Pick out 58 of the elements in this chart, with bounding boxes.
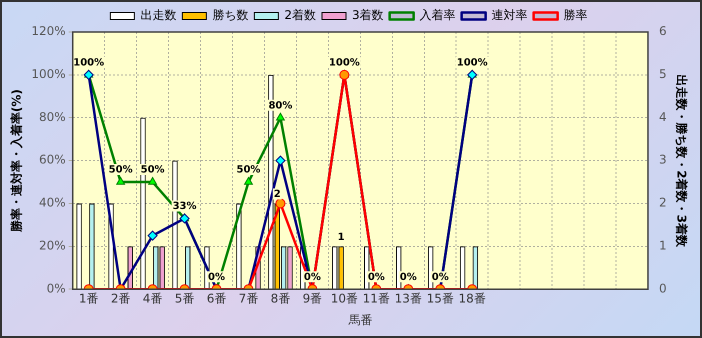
point bbox=[276, 112, 285, 120]
data-label: 100% bbox=[73, 57, 104, 68]
y2-tick-label: 3 bbox=[658, 152, 667, 167]
point bbox=[275, 198, 286, 208]
data-label: 0% bbox=[432, 272, 449, 283]
y-tick-label: 100% bbox=[31, 66, 66, 81]
y-tick-label: 120% bbox=[31, 24, 66, 38]
point bbox=[116, 177, 126, 185]
x-tick-label: 1番 bbox=[78, 292, 99, 306]
data-label: 0% bbox=[400, 272, 417, 283]
data-label: 2 bbox=[274, 189, 281, 200]
data-label: 0% bbox=[304, 272, 321, 283]
legend-label: 連対率 bbox=[492, 8, 528, 22]
x-axis-title: 馬番 bbox=[347, 312, 372, 327]
y2-axis-title: 出走数・勝ち数・2着数・3着数 bbox=[674, 74, 689, 248]
x-tick-label: 9番 bbox=[302, 292, 322, 306]
data-label: 100% bbox=[456, 57, 488, 68]
x-tick-label: 10番 bbox=[330, 292, 358, 306]
y2-tick-label: 4 bbox=[658, 110, 667, 124]
legend-label: 勝ち数 bbox=[212, 8, 248, 22]
x-tick-label: 7番 bbox=[238, 292, 258, 306]
y-tick-label: 20% bbox=[39, 238, 66, 252]
x-tick-label: 2番 bbox=[110, 292, 130, 306]
x-tick-label: 6番 bbox=[206, 292, 226, 306]
point bbox=[244, 177, 253, 185]
data-label: 0% bbox=[368, 272, 385, 283]
y-tick-label: 40% bbox=[39, 196, 66, 210]
y-tick-label: 80% bbox=[39, 110, 66, 124]
x-tick-label: 18番 bbox=[458, 292, 486, 306]
x-tick-label: 13番 bbox=[394, 292, 422, 306]
legend-label: 2着数 bbox=[284, 8, 316, 22]
legend-label: 入着率 bbox=[420, 8, 456, 22]
legend-label: 出走数 bbox=[140, 8, 176, 22]
x-tick-label: 15番 bbox=[426, 292, 454, 306]
x-tick-label: 4番 bbox=[142, 292, 162, 306]
y-tick-label: 0% bbox=[46, 281, 66, 296]
data-label: 100% bbox=[328, 57, 360, 68]
x-tick-label: 5番 bbox=[174, 292, 194, 306]
y2-tick-label: 5 bbox=[658, 66, 667, 81]
y-tick-label: 60% bbox=[39, 152, 66, 167]
x-tick-label: 11番 bbox=[362, 292, 390, 306]
data-label: 50% bbox=[108, 164, 133, 176]
data-label: 1 bbox=[338, 232, 345, 243]
x-tick-label: 8番 bbox=[270, 292, 290, 306]
point bbox=[275, 156, 286, 166]
data-label: 0% bbox=[208, 272, 226, 283]
y2-tick-label: 0 bbox=[658, 281, 667, 296]
y2-tick-label: 2 bbox=[658, 196, 667, 210]
data-label: 50% bbox=[140, 164, 165, 176]
legend-label: 勝率 bbox=[564, 8, 588, 22]
data-label: 80% bbox=[268, 100, 292, 112]
point bbox=[148, 177, 157, 185]
y2-tick-label: 1 bbox=[658, 238, 667, 252]
y-axis-title: 勝率・連対率・入着率(%) bbox=[9, 89, 24, 234]
legend-label: 3着数 bbox=[352, 8, 384, 22]
y2-tick-label: 6 bbox=[658, 24, 667, 38]
data-label: 33% bbox=[172, 201, 197, 212]
data-label: 50% bbox=[236, 164, 260, 176]
